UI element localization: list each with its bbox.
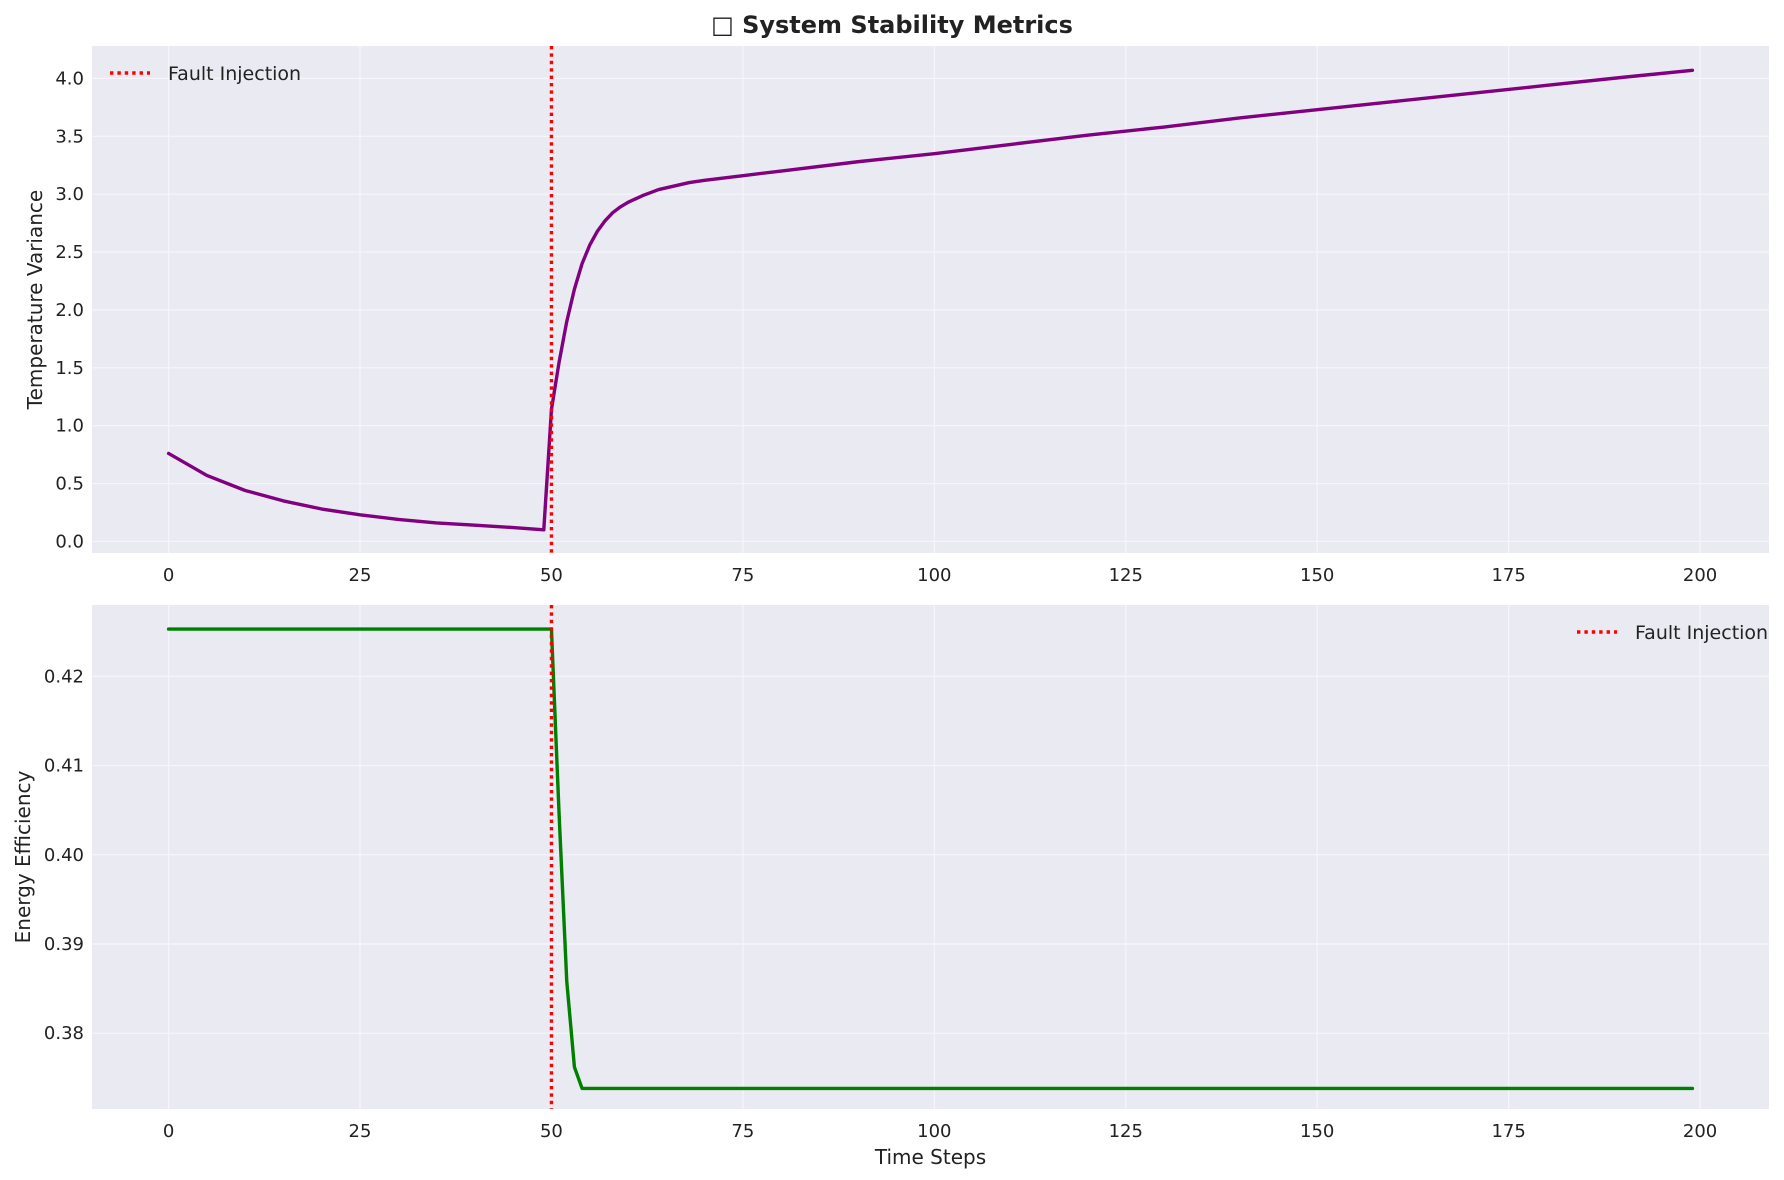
legend: Fault Injection <box>1577 622 1768 644</box>
x-tick-label: 200 <box>1683 565 1717 586</box>
x-tick-label: 25 <box>349 1121 372 1142</box>
series-line-1 <box>166 68 1695 532</box>
x-tick-label: 100 <box>917 565 951 586</box>
x-tick-label: 25 <box>349 565 372 586</box>
y-axis-label: Temperature Variance <box>23 190 47 410</box>
plot-area <box>92 605 1769 1109</box>
x-tick-label: 175 <box>1491 565 1525 586</box>
y-tick-label: 0.0 <box>55 531 84 552</box>
x-tick-label: 0 <box>163 1121 174 1142</box>
y-tick-label: 0.5 <box>55 474 84 495</box>
y-axis-label: Energy Efficiency <box>11 770 35 943</box>
legend-label: Fault Injection <box>168 63 301 85</box>
x-tick-label: 125 <box>1109 565 1143 586</box>
legend: Fault Injection <box>110 63 301 85</box>
y-tick-label: 2.5 <box>55 242 84 263</box>
x-tick-label: 75 <box>731 1121 754 1142</box>
y-tick-label: 4.0 <box>55 68 84 89</box>
x-tick-label: 75 <box>731 565 754 586</box>
x-tick-label: 175 <box>1491 1121 1525 1142</box>
plot-area <box>92 46 1769 553</box>
chart-panel-1: 0 25 50 75 100 125 150 175 200 0.0 0.5 1.0 1.5 2.0 2.5… <box>23 46 1769 586</box>
panels: 0 25 50 75 100 125 150 175 200 0.0 0.5 1.0 1.5 2.0 2.5… <box>11 46 1769 1169</box>
x-tick-label: 100 <box>917 1121 951 1142</box>
y-tick-label: 0.38 <box>44 1023 84 1044</box>
y-tick-label: 0.41 <box>44 756 84 777</box>
y-tick-label: 1.5 <box>55 358 84 379</box>
x-tick-label: 150 <box>1300 1121 1334 1142</box>
x-tick-label: 125 <box>1109 1121 1143 1142</box>
x-tick-label: 50 <box>540 1121 563 1142</box>
y-tick-label: 3.0 <box>55 184 84 205</box>
x-tick-label: 0 <box>163 565 174 586</box>
figure-title: □ System Stability Metrics <box>711 11 1073 39</box>
chart-panel-2: 0 25 50 75 100 125 150 175 200 0.38 0.39 0.40 0.41 0.… <box>11 605 1769 1169</box>
y-tick-label: 0.40 <box>44 845 84 866</box>
y-tick-label: 0.39 <box>44 934 84 955</box>
y-tick-label: 2.0 <box>55 300 84 321</box>
y-tick-label: 1.0 <box>55 416 84 437</box>
y-tick-label: 0.42 <box>44 666 84 687</box>
x-tick-label: 50 <box>540 565 563 586</box>
x-tick-label: 200 <box>1683 1121 1717 1142</box>
x-tick-label: 150 <box>1300 565 1334 586</box>
x-axis-label: Time Steps <box>874 1145 986 1169</box>
y-tick-label: 3.5 <box>55 126 84 147</box>
legend-label: Fault Injection <box>1635 622 1768 644</box>
